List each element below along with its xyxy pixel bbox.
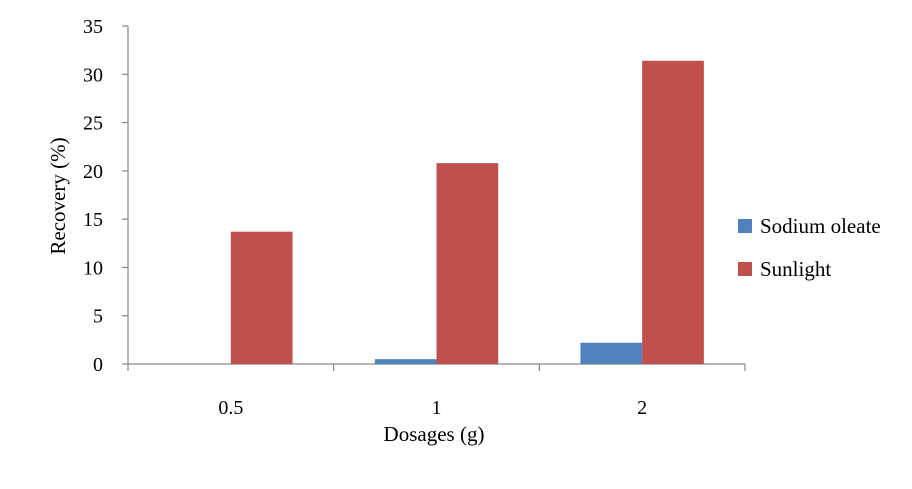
legend-swatch: [738, 219, 752, 233]
legend-label: Sunlight: [760, 257, 831, 281]
x-tick-label: 0.5: [218, 397, 243, 419]
x-tick-label: 1: [432, 397, 442, 419]
x-ticks: 0.5 1 2: [127, 364, 746, 419]
x-axis: 0.5 1 2: [127, 363, 746, 419]
bar-sunlight-1: [436, 163, 499, 364]
bar-sodium-oleate-1: [374, 359, 437, 364]
y-tick-label: 25: [83, 113, 103, 135]
x-axis-title: Dosages (g): [384, 422, 485, 446]
y-ticks: 0 5 10 15 20 25 30 35: [83, 16, 128, 376]
legend-swatch: [738, 262, 752, 276]
legend-label: Sodium oleate: [760, 214, 881, 238]
bars: [230, 60, 704, 364]
y-axis: 0 5 10 15 20 25 30 35: [83, 16, 129, 376]
bar-sunlight-2: [642, 60, 704, 364]
legend: Sodium oleate Sunlight: [738, 214, 881, 281]
y-tick-label: 5: [93, 306, 103, 328]
bar-sunlight-0.5: [230, 231, 293, 364]
y-tick-label: 30: [83, 64, 103, 86]
y-tick-label: 20: [83, 161, 103, 183]
bar-sodium-oleate-2: [580, 342, 643, 364]
x-tick-label: 2: [637, 397, 647, 419]
y-tick-label: 35: [83, 16, 103, 38]
y-axis-title: Recovery (%): [46, 137, 70, 254]
y-tick-label: 10: [83, 257, 103, 279]
y-tick-label: 15: [83, 209, 103, 231]
y-tick-label: 0: [93, 354, 103, 376]
